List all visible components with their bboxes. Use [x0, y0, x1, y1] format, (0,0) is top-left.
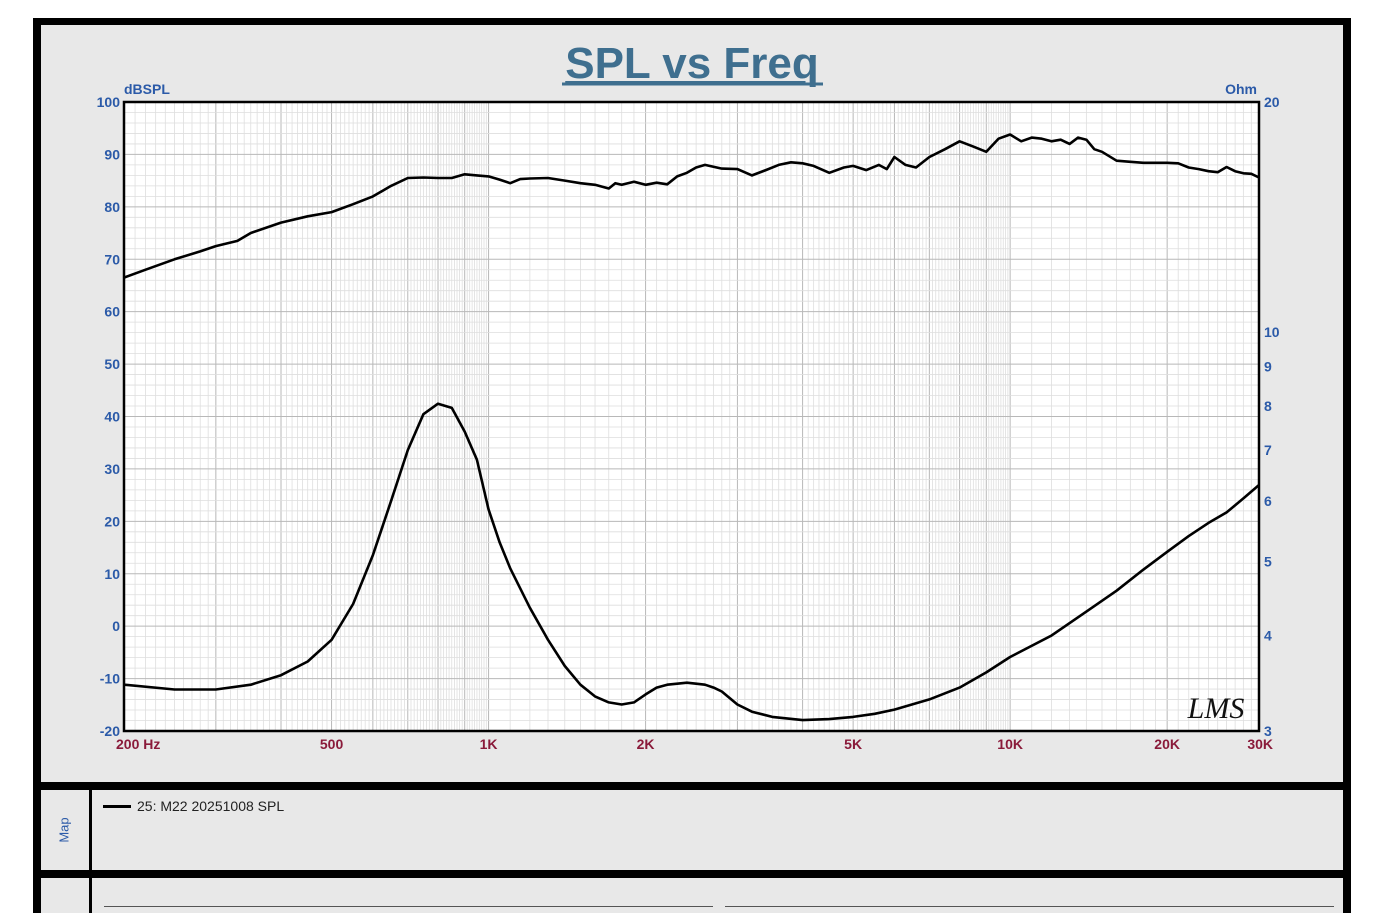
y-left-tick-label: 80	[104, 199, 120, 215]
y-right-tick-label: 20	[1264, 94, 1280, 110]
footer-line-right	[725, 906, 1334, 907]
y-left-tick-label: 0	[112, 618, 120, 634]
y-right-unit-label: Ohm	[1225, 81, 1257, 97]
grid	[123, 101, 1260, 732]
y-left-tick-label: 50	[104, 356, 120, 372]
legend-entry-label: 25: M22 20251008 SPL	[137, 798, 285, 814]
y-left-tick-label: -20	[100, 723, 120, 739]
y-left-tick-label: 60	[104, 304, 120, 320]
x-tick-label: 500	[320, 736, 344, 752]
y-left-tick-label: 30	[104, 461, 120, 477]
x-tick-label: 20K	[1154, 736, 1180, 752]
y-right-tick-label: 9	[1264, 359, 1272, 375]
plot-area-border	[122, 100, 1261, 733]
y-left-tick-label: 90	[104, 146, 120, 162]
legend-panel: Map 25: M22 20251008 SPL	[41, 790, 1343, 870]
y-left-tick-label: 40	[104, 409, 120, 425]
y-right-tick-label: 5	[1264, 554, 1272, 570]
series-line-spl	[123, 133, 1260, 279]
y-right-tick-label: 7	[1264, 442, 1272, 458]
legend-swatch	[103, 804, 131, 808]
y-right-tick-label: 3	[1264, 723, 1272, 739]
series-line-impedance	[123, 402, 1260, 722]
x-tick-label: 1K	[480, 736, 498, 752]
legend-entry[interactable]: 25: M22 20251008 SPL	[103, 798, 284, 814]
footer-tab	[41, 878, 92, 913]
y-left-unit-label: dBSPL	[124, 81, 170, 97]
x-tick-label: 30K	[1247, 736, 1273, 752]
y-left-tick-label: 10	[104, 566, 120, 582]
lms-watermark: LMS	[1187, 692, 1245, 725]
y-left-tick-label: 100	[97, 94, 121, 110]
footer-line-left	[104, 906, 713, 907]
footer-panel	[41, 878, 1343, 913]
legend-tab[interactable]: Map	[41, 790, 92, 870]
y-left-tick-label: 20	[104, 513, 120, 529]
series-layer	[123, 133, 1260, 722]
y-right-tick-label: 8	[1264, 398, 1272, 414]
y-right-tick-label: 10	[1264, 324, 1280, 340]
y-right-tick-label: 4	[1264, 628, 1272, 644]
y-left-tick-label: -10	[100, 671, 120, 687]
x-tick-label: 10K	[997, 736, 1023, 752]
y-right-tick-label: 6	[1264, 493, 1272, 509]
chart-title: SPL vs Freq	[565, 39, 819, 88]
y-left-tick-label: 70	[104, 251, 120, 267]
x-tick-label: 5K	[844, 736, 862, 752]
x-tick-label: 200 Hz	[116, 736, 160, 752]
x-tick-label: 2K	[637, 736, 655, 752]
